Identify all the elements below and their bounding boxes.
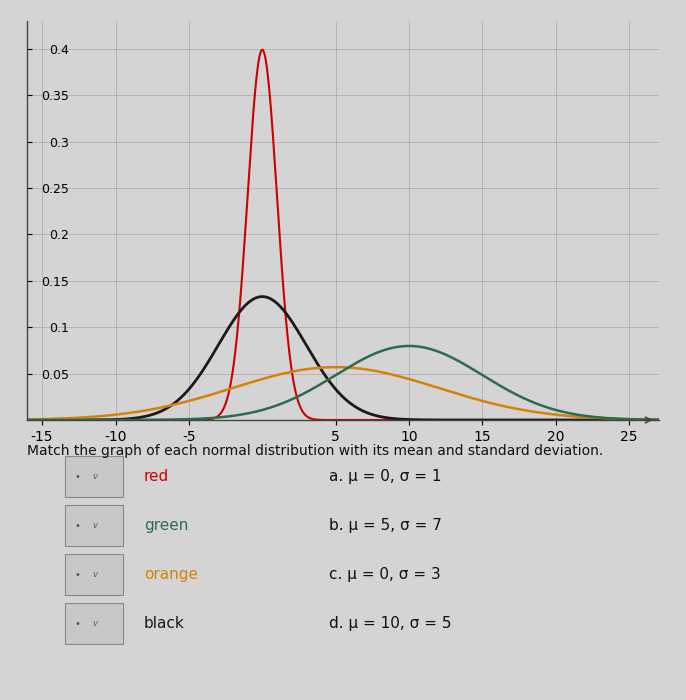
Text: black: black bbox=[144, 616, 185, 631]
Text: •: • bbox=[74, 619, 80, 629]
Text: v: v bbox=[93, 620, 97, 628]
Text: a. μ = 0, σ = 1: a. μ = 0, σ = 1 bbox=[329, 469, 442, 484]
Text: •: • bbox=[74, 472, 80, 482]
Text: v: v bbox=[93, 570, 97, 579]
Text: b. μ = 5, σ = 7: b. μ = 5, σ = 7 bbox=[329, 518, 442, 533]
Text: •: • bbox=[74, 570, 80, 580]
Text: c. μ = 0, σ = 3: c. μ = 0, σ = 3 bbox=[329, 567, 441, 582]
Text: red: red bbox=[144, 469, 169, 484]
Text: d. μ = 10, σ = 5: d. μ = 10, σ = 5 bbox=[329, 616, 452, 631]
Text: v: v bbox=[93, 473, 97, 481]
Text: green: green bbox=[144, 518, 189, 533]
Text: Match the graph of each normal distribution with its mean and standard deviation: Match the graph of each normal distribut… bbox=[27, 444, 604, 458]
Text: orange: orange bbox=[144, 567, 198, 582]
Text: •: • bbox=[74, 521, 80, 531]
Text: v: v bbox=[93, 522, 97, 530]
